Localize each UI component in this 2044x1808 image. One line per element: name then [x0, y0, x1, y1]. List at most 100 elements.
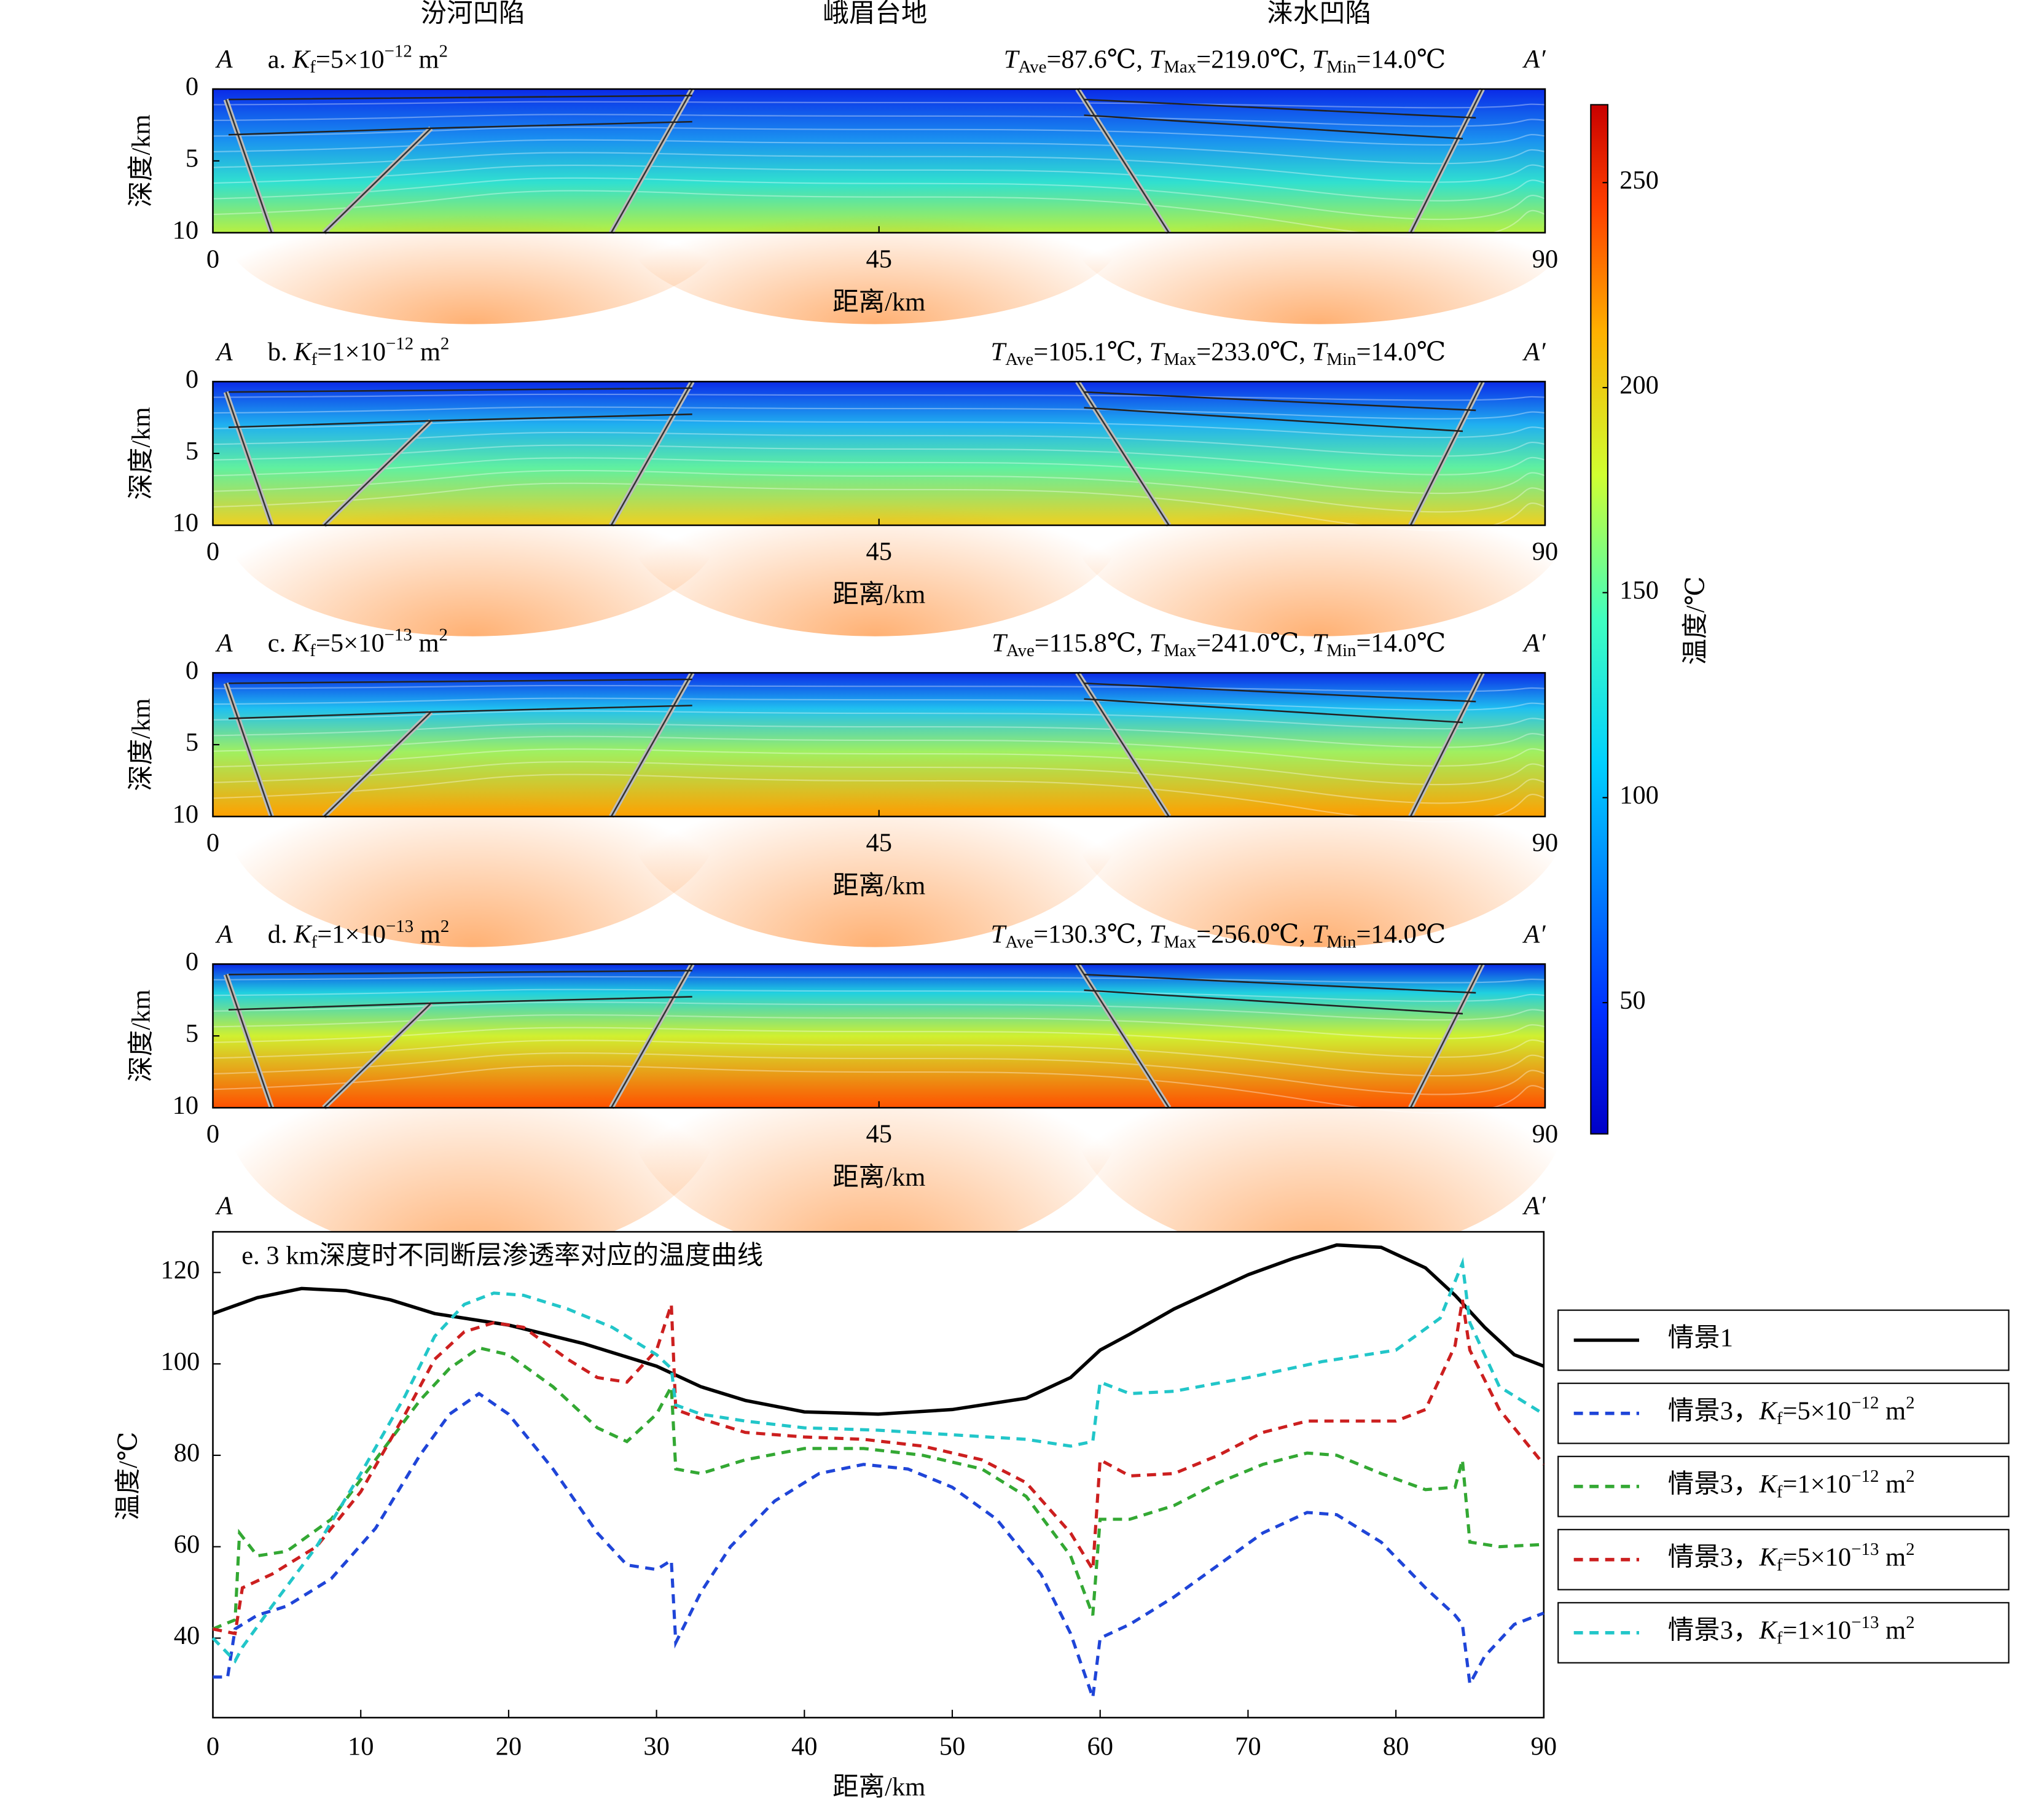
fault: [1409, 381, 1484, 526]
fault: [225, 391, 273, 526]
text-part: =14.0℃: [1356, 337, 1446, 366]
x-tick-label: 50: [939, 1732, 966, 1761]
text-part: K: [1759, 1396, 1779, 1425]
isotherm: [213, 469, 1546, 513]
text-part: f: [311, 350, 318, 369]
isotherm: [213, 697, 1546, 711]
y-tick-label: 5: [186, 144, 198, 173]
text-part: T: [1312, 628, 1329, 657]
y-tick-label: 10: [173, 216, 199, 245]
text-part: T: [1312, 337, 1329, 366]
text-part: f: [1777, 1628, 1783, 1648]
text-part: T: [991, 337, 1008, 366]
text-part: −13: [386, 916, 413, 936]
isotherm: [213, 710, 1546, 730]
text-part: T: [992, 628, 1008, 657]
y-tick-label: 10: [173, 800, 199, 829]
x-tick-label: 0: [206, 1732, 219, 1761]
start-label: A: [215, 337, 233, 366]
isotherm: [213, 406, 1546, 420]
isotherm: [213, 164, 1546, 202]
y-tick-label: 0: [186, 72, 198, 101]
fault: [1409, 88, 1484, 233]
isotherm: [213, 152, 1546, 183]
x-axis-label: 距离/km: [832, 1163, 925, 1192]
text-part: T: [1312, 45, 1329, 74]
horizon: [228, 969, 1476, 1015]
text-part: =14.0℃: [1356, 45, 1446, 74]
isotherm: [213, 101, 1545, 109]
text-part: Ave: [1005, 350, 1033, 369]
x-tick-label: 90: [1532, 245, 1559, 273]
end-label: A′: [1522, 628, 1546, 657]
isotherm: [213, 419, 1546, 439]
x-axis-label: 距离/km: [832, 581, 925, 609]
text-part: −12: [386, 334, 413, 353]
start-label: A: [215, 920, 233, 949]
x-tick-label: 45: [866, 538, 892, 566]
text-part: m: [1879, 1396, 1906, 1425]
start-label: A: [215, 45, 233, 74]
chart-title: e. 3 km深度时不同断层渗透率对应的温度曲线: [241, 1241, 763, 1270]
panel-label: b. Kf=1×10−12 m2: [268, 334, 450, 369]
text-part: T: [1004, 45, 1020, 74]
colorbar-tick-label: 200: [1619, 371, 1659, 400]
text-part: f: [310, 57, 316, 77]
y-tick-label: 0: [186, 656, 198, 685]
text-part: =130.3℃,: [1033, 920, 1149, 949]
text-part: =1×10: [1783, 1469, 1852, 1498]
panel-label: d. Kf=1×10−13 m2: [268, 916, 450, 952]
y-axis-label: 深度/km: [127, 990, 156, 1082]
text-part: −12: [1851, 1466, 1879, 1485]
x-tick-label: 10: [348, 1732, 374, 1761]
text-part: =14.0℃: [1356, 628, 1446, 657]
text-part: Min: [1326, 57, 1357, 77]
fault: [1076, 381, 1170, 526]
isotherm: [213, 457, 1546, 495]
legend-label: 情景3，Kf=1×10−13 m2: [1668, 1612, 1915, 1648]
text-part: Min: [1326, 350, 1357, 369]
fault: [610, 672, 693, 817]
text-part: K: [293, 337, 313, 366]
isotherm: [213, 431, 1546, 457]
fault: [1076, 88, 1170, 233]
x-tick-label: 60: [1087, 1732, 1113, 1761]
fault: [1076, 672, 1170, 817]
text-part: d.: [268, 920, 294, 949]
text-part: =5×10: [1783, 1543, 1852, 1571]
x-tick-label: 90: [1532, 1120, 1559, 1149]
x-tick-label: 90: [1531, 1732, 1557, 1761]
y-tick-label: 80: [174, 1439, 200, 1468]
text-part: Min: [1326, 641, 1357, 660]
legend-box: [1557, 1382, 2010, 1444]
panel-stats: TAve=105.1℃, TMax=233.0℃, TMin=14.0℃: [991, 337, 1446, 369]
legend-box: [1557, 1528, 2010, 1591]
text-part: T: [991, 920, 1008, 949]
text-part: T: [1149, 628, 1166, 657]
text-part: =233.0℃,: [1196, 337, 1312, 366]
text-part: f: [311, 932, 318, 952]
y-tick-label: 120: [161, 1256, 200, 1285]
text-part: m: [412, 45, 439, 74]
isotherm: [213, 444, 1546, 475]
text-part: −12: [385, 41, 412, 61]
isotherm: [213, 722, 1546, 748]
x-tick-label: 0: [206, 1120, 219, 1149]
start-label: A: [215, 1192, 233, 1221]
y-tick-label: 60: [174, 1530, 200, 1559]
text-part: a.: [268, 45, 292, 74]
end-label: A′: [1522, 920, 1546, 949]
legend-label: 情景3，Kf=5×10−13 m2: [1668, 1539, 1915, 1575]
text-part: 2: [441, 916, 449, 936]
text-part: m: [1879, 1543, 1906, 1571]
x-tick-label: 0: [206, 538, 219, 566]
isotherm: [213, 684, 1545, 692]
text-part: 情景3，: [1668, 1396, 1760, 1425]
text-part: Max: [1164, 932, 1197, 952]
text-part: =105.1℃,: [1033, 337, 1149, 366]
fault: [1409, 963, 1484, 1108]
text-part: 情景1: [1668, 1323, 1733, 1352]
x-tick-label: 20: [496, 1732, 522, 1761]
text-part: 2: [1906, 1466, 1914, 1485]
text-part: 情景3，: [1668, 1469, 1760, 1498]
